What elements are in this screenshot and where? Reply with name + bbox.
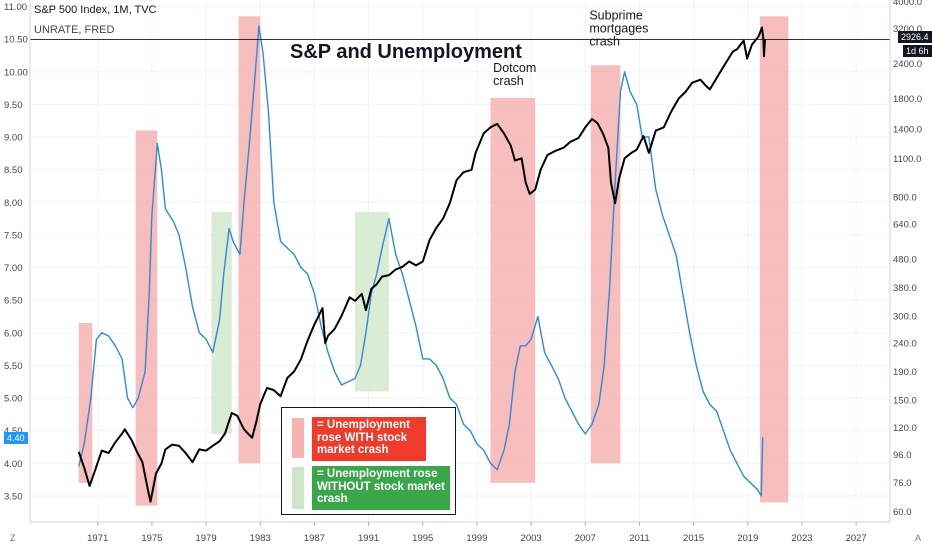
x-tick-label-11: 2015 bbox=[683, 533, 704, 544]
y-left-tick-label-13: 10.00 bbox=[4, 67, 28, 78]
legend-swatch-no-crash bbox=[292, 467, 304, 509]
legend: = Unemployment rose WITH stock market cr… bbox=[281, 407, 456, 515]
region-with_crash-5 bbox=[490, 97, 536, 483]
x-tick-label-8: 2003 bbox=[521, 533, 542, 544]
grid bbox=[30, 0, 890, 522]
y-right-tick-label-0: 60.0 bbox=[893, 507, 912, 518]
y-left-tick-label-15: 11.00 bbox=[4, 2, 27, 13]
y-right-tick-label-6: 240.0 bbox=[893, 339, 917, 350]
y-left-tick-label-4: 5.50 bbox=[4, 361, 23, 372]
y-right-tick-label-14: 1800.0 bbox=[893, 94, 922, 105]
annotation-1-line-2: crash bbox=[589, 35, 620, 49]
y-right-tick-label-3: 120.0 bbox=[893, 423, 917, 434]
annotation-1: Subprime mortgages crash bbox=[589, 9, 648, 49]
annotation-0: Dotcom crash bbox=[493, 61, 536, 88]
region-with_crash-0 bbox=[78, 322, 93, 483]
y-left-tick-label-6: 6.50 bbox=[4, 296, 23, 307]
y-left-tick-label-3: 5.00 bbox=[4, 394, 23, 405]
corner-left-label[interactable]: Z bbox=[10, 533, 16, 543]
y-right-tick-label-2: 96.0 bbox=[893, 450, 912, 461]
y-left-tick-label-12: 9.50 bbox=[4, 100, 23, 111]
y-left-tick-label-8: 7.50 bbox=[4, 230, 23, 241]
legend-swatch-crash bbox=[292, 418, 304, 458]
y-right-tick-label-10: 640.0 bbox=[893, 220, 917, 231]
x-tick-label-2: 1979 bbox=[195, 533, 216, 544]
y-right-tick-label-16: 3200.0 bbox=[893, 24, 922, 35]
region-with_crash-3 bbox=[238, 16, 261, 464]
y-left-tick-label-10: 8.50 bbox=[4, 165, 23, 176]
corner-right-label[interactable]: A bbox=[915, 533, 922, 543]
x-tick-label-10: 2011 bbox=[629, 533, 649, 544]
annotation-1-line-1: mortgages bbox=[589, 22, 648, 36]
y-right-tick-label-5: 190.0 bbox=[893, 367, 917, 378]
y-left-tick-label-9: 8.00 bbox=[4, 198, 23, 209]
y-left-tick-label-14: 10.50 bbox=[4, 35, 28, 46]
x-tick-label-0: 1971 bbox=[87, 533, 108, 544]
legend-label-without-crash: = Unemployment rose WITHOUT stock market… bbox=[312, 466, 450, 510]
y-left-tick-label-2: 4.50 bbox=[4, 426, 23, 437]
x-tick-label-1: 1975 bbox=[141, 533, 162, 544]
x-tick-label-13: 2023 bbox=[791, 533, 812, 544]
region-with_crash-6 bbox=[590, 65, 621, 464]
y-right-tick-label-11: 800.0 bbox=[893, 192, 917, 203]
y-right-tick-label-1: 76.0 bbox=[893, 478, 912, 489]
legend-label-with-crash: = Unemployment rose WITH stock market cr… bbox=[312, 417, 426, 461]
overlay-symbol-label[interactable]: UNRATE, FRED bbox=[34, 24, 115, 36]
y-right-tick-label-7: 300.0 bbox=[893, 312, 917, 323]
y-right-tick-label-8: 380.0 bbox=[893, 283, 917, 294]
unrate-last-value-badge: 4.40 bbox=[4, 432, 28, 444]
annotation-0-line-0: Dotcom bbox=[493, 61, 536, 75]
x-tick-label-3: 1983 bbox=[250, 533, 271, 544]
annotation-0-line-1: crash bbox=[493, 74, 524, 88]
series-lines bbox=[30, 25, 890, 503]
y-right-tick-label-17: 4000.0 bbox=[893, 0, 922, 8]
y-left-tick-label-11: 9.00 bbox=[4, 133, 23, 144]
x-tick-label-12: 2019 bbox=[737, 533, 758, 544]
annotation-1-line-0: Subprime bbox=[589, 9, 643, 23]
y-right-tick-label-12: 1100.0 bbox=[893, 154, 921, 165]
y-right-tick-label-9: 480.0 bbox=[893, 254, 917, 265]
main-symbol-label[interactable]: S&P 500 Index, 1M, TVC bbox=[34, 4, 157, 16]
region-with_crash-7 bbox=[759, 16, 789, 503]
y-left-tick-label-5: 6.00 bbox=[4, 328, 23, 339]
countdown-badge: 1d 6h bbox=[903, 45, 932, 57]
x-tick-label-5: 1991 bbox=[358, 533, 379, 544]
series-line-sp500 bbox=[77, 26, 766, 503]
x-tick-label-7: 1999 bbox=[466, 533, 487, 544]
y-left-tick-label-7: 7.00 bbox=[4, 263, 23, 274]
sp500-last-value-badge: 2926.4 bbox=[898, 31, 932, 43]
y-left-tick-label-1: 4.00 bbox=[4, 459, 23, 470]
y-left-tick-label-0: 3.50 bbox=[4, 491, 23, 502]
x-tick-label-6: 1995 bbox=[412, 533, 433, 544]
x-tick-label-9: 2007 bbox=[575, 533, 596, 544]
chart-title: S&P and Unemployment bbox=[290, 41, 522, 63]
y-right-tick-label-4: 150.0 bbox=[893, 396, 917, 407]
region-without_crash-2 bbox=[211, 212, 232, 434]
x-tick-label-4: 1987 bbox=[304, 533, 325, 544]
y-right-tick-label-13: 1400.0 bbox=[893, 124, 922, 135]
y-right-tick-label-15: 2400.0 bbox=[893, 59, 922, 70]
x-tick-label-14: 2027 bbox=[846, 533, 867, 544]
axes: 3.50 4.00 4.50 5.00 5.50 6.00 6.50 7.00 7.50 8.00… bbox=[4, 0, 922, 544]
